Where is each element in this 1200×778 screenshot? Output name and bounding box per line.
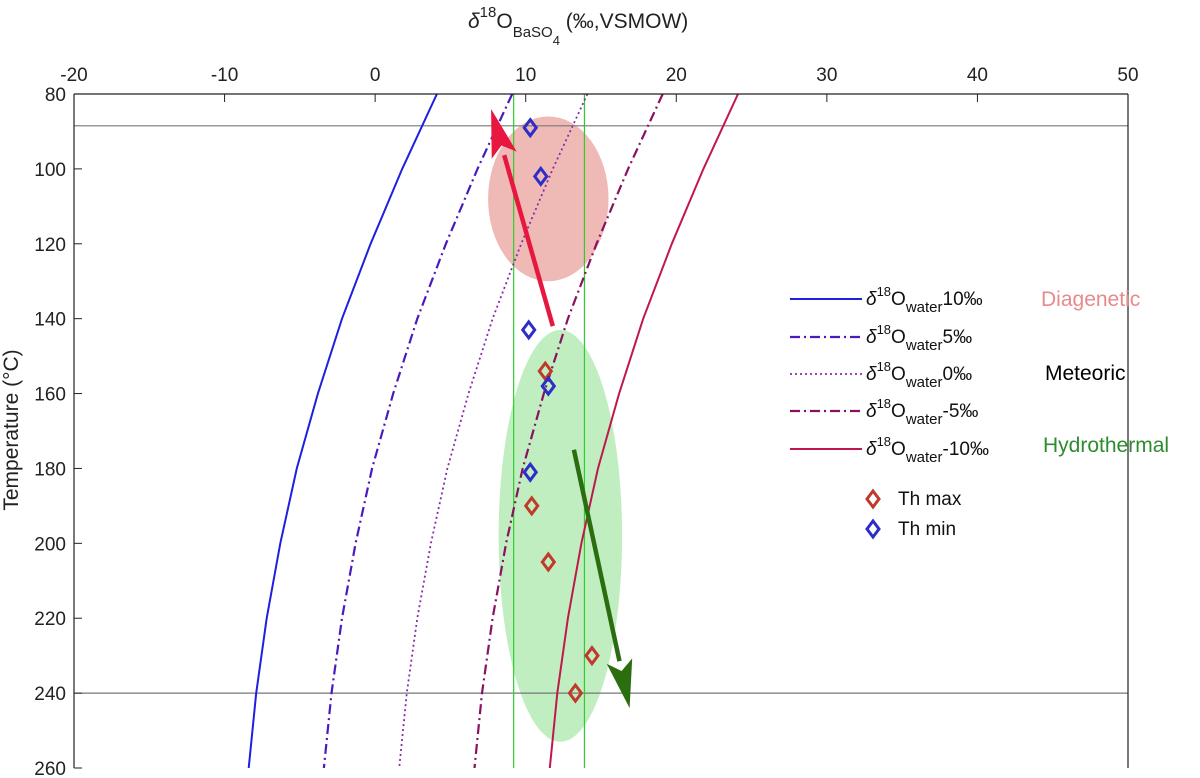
marker-th-max xyxy=(567,682,584,704)
shaded-regions xyxy=(488,116,623,742)
marker-th-min xyxy=(520,319,537,341)
marker-th-max xyxy=(540,551,557,573)
legend-marker-0 xyxy=(865,488,881,510)
legend-marker-label-0: Th max xyxy=(898,489,962,510)
axes: -20 -10 0 10 20 30 40 50 80 100 120 140 160 180 200 220… xyxy=(34,65,1138,778)
y-tick-label: 240 xyxy=(34,684,66,705)
y-tick-label: 260 xyxy=(34,759,66,778)
arrow-head-1 xyxy=(606,658,633,709)
data-markers xyxy=(520,117,600,704)
category-labels: Diagenetic Meteoric Hydrothermal xyxy=(1041,288,1169,457)
y-tick-label: 180 xyxy=(34,459,66,480)
x-tick-label: 20 xyxy=(666,65,687,86)
y-tick-label: 220 xyxy=(34,609,66,630)
category-label-hydrothermal: Hydrothermal xyxy=(1043,434,1169,457)
legend-marker-label-1: Th min xyxy=(898,519,956,540)
marker-th-min xyxy=(540,375,557,397)
legend-label-3: δ18Owater-5‰ xyxy=(866,396,978,428)
trend-arrows xyxy=(491,108,633,709)
category-label-diagenetic: Diagenetic xyxy=(1041,288,1140,311)
y-tick-label: 200 xyxy=(34,534,66,555)
curve-0 xyxy=(247,93,438,769)
marker-th-max xyxy=(537,360,554,382)
y-tick-label: 160 xyxy=(34,385,66,406)
x-tick-label: 30 xyxy=(816,65,837,86)
arrow-head-0 xyxy=(491,108,517,159)
y-tick-label: 140 xyxy=(34,310,66,331)
legend-label-2: δ18Owater0‰ xyxy=(866,359,972,391)
x-tick-label: 50 xyxy=(1117,65,1138,86)
y-tick-label: 120 xyxy=(34,235,66,256)
marker-th-min xyxy=(522,117,539,139)
arrow-shaft-0 xyxy=(502,154,555,327)
y-tick-label: 80 xyxy=(45,85,66,106)
legend-label-0: δ18Owater10‰ xyxy=(866,284,983,316)
category-label-meteoric: Meteoric xyxy=(1045,362,1126,385)
curve-4 xyxy=(548,93,739,769)
region-hydrothermal xyxy=(498,329,623,742)
y-axis-title: Temperature (°C) xyxy=(0,349,23,510)
x-tick-label: 10 xyxy=(515,65,536,86)
marker-th-max xyxy=(523,495,540,517)
curve-1 xyxy=(322,93,514,769)
legend: δ18Owater10‰ δ18Owater5‰ δ18Owater0‰ δ18Owa… xyxy=(790,284,989,540)
marker-th-max xyxy=(584,645,600,667)
arrow-shaft-1 xyxy=(571,449,622,662)
x-tick-label: 0 xyxy=(370,65,381,86)
region-diagenetic xyxy=(488,116,609,282)
marker-th-min xyxy=(522,461,539,483)
x-tick-label: -20 xyxy=(60,65,87,86)
legend-label-4: δ18Owater-10‰ xyxy=(866,434,989,466)
legend-label-1: δ18Owater5‰ xyxy=(866,322,972,354)
curve-3 xyxy=(473,93,664,769)
y-tick-label: 100 xyxy=(34,160,66,181)
x-axis-title: δ18OBaSO4 (‰,VSMOW) xyxy=(468,4,688,48)
marker-th-min xyxy=(532,165,549,187)
x-tick-label: -10 xyxy=(211,65,238,86)
isotope-curves xyxy=(247,93,739,769)
curve-2 xyxy=(398,93,589,769)
x-tick-label: 40 xyxy=(967,65,988,86)
legend-marker-1 xyxy=(865,518,881,540)
